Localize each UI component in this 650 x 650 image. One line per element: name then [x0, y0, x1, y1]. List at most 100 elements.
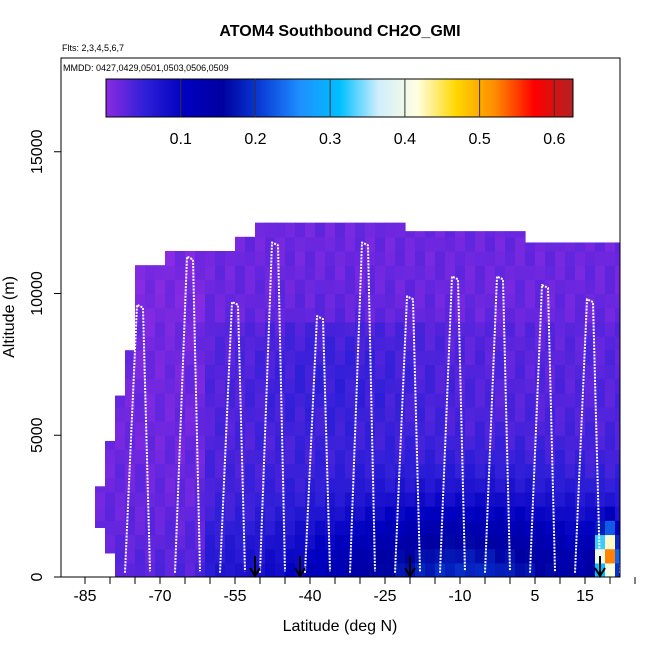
heat-cell [595, 321, 606, 337]
heat-cell [125, 392, 136, 408]
heat-cell [565, 534, 576, 550]
heat-cell [535, 392, 546, 408]
heat-cell [545, 250, 556, 266]
heat-cell [535, 435, 546, 451]
heat-cell [305, 520, 316, 536]
heat-cell [585, 378, 596, 394]
heat-cell [425, 336, 436, 351]
heat-cell [285, 506, 296, 521]
heat-cell [335, 534, 346, 550]
heat-cell [185, 378, 196, 394]
heat-cell [525, 378, 536, 394]
heat-cell [245, 236, 256, 252]
heat-cell [465, 250, 476, 266]
heat-cell [375, 421, 386, 436]
heat-cell [245, 406, 256, 422]
heat-cell [205, 378, 216, 394]
heat-cell [615, 321, 620, 337]
heat-cell [465, 449, 476, 465]
heat-cell [475, 231, 486, 238]
heat-cell [585, 265, 596, 280]
heat-cell [405, 307, 416, 323]
heat-cell [485, 491, 496, 507]
heat-cell [515, 477, 526, 493]
heat-cell [225, 449, 236, 465]
heat-cell [355, 265, 366, 280]
heat-cell [225, 364, 236, 380]
heat-cell [555, 350, 566, 365]
heat-cell [455, 463, 466, 479]
heat-cell [375, 378, 386, 394]
heat-cell [555, 321, 566, 337]
heat-cell [385, 279, 396, 295]
heat-cell [325, 250, 336, 266]
heat-cell [395, 378, 406, 394]
y-tick-label: 15000 [29, 129, 46, 174]
heat-cell [455, 231, 466, 238]
heat-cell [495, 250, 506, 266]
heat-cell [415, 336, 426, 351]
heat-cell [635, 534, 646, 549]
heat-cell [285, 378, 296, 394]
heat-cell [215, 265, 226, 280]
heat-cell [135, 435, 146, 451]
heat-cell [645, 549, 650, 564]
heat-cell [245, 364, 256, 380]
heat-cell [275, 548, 286, 564]
heat-cell [145, 336, 156, 351]
heat-cell [515, 491, 526, 507]
heat-cell [595, 491, 606, 507]
heat-cell [635, 478, 646, 493]
heat-cell [615, 520, 620, 536]
heat-cell [395, 350, 406, 365]
heat-cell [565, 336, 576, 351]
heat-cell [205, 293, 216, 309]
heat-cell [635, 421, 646, 436]
heat-cell [405, 477, 416, 493]
heat-cell [255, 350, 266, 365]
heat-cell [315, 279, 326, 295]
heat-cell [265, 435, 276, 451]
colorbar: 0.1 0.2 0.3 0.4 0.5 0.6 [105, 78, 574, 148]
heat-cell [505, 293, 516, 309]
heat-cell [245, 477, 256, 493]
heat-cell [555, 463, 566, 479]
heat-cell [475, 265, 486, 280]
heat-cell [335, 506, 346, 521]
heat-cell [375, 491, 386, 507]
heat-cell [355, 562, 366, 577]
heat-cell [555, 307, 566, 323]
heat-cell [515, 336, 526, 351]
heat-cell [285, 293, 296, 309]
heat-cell [515, 534, 526, 550]
heat-cell [465, 562, 476, 577]
heat-cell [465, 548, 476, 564]
heat-cell [475, 350, 486, 365]
heat-cell [555, 279, 566, 295]
heat-cell [555, 520, 566, 536]
heat-cell [345, 406, 356, 422]
heat-cell [525, 364, 536, 380]
heat-cell [425, 534, 436, 550]
heat-cell [565, 449, 576, 465]
heat-cell [595, 534, 606, 550]
heat-cell [645, 265, 650, 280]
heat-cell [535, 336, 546, 351]
heat-cell [425, 406, 436, 422]
heat-cell [465, 534, 476, 550]
heat-cell [485, 231, 496, 238]
heat-cell [385, 265, 396, 280]
heat-cell [515, 364, 526, 380]
heat-cell [125, 364, 136, 380]
heat-cell [295, 293, 306, 309]
heat-cell [525, 336, 536, 351]
heat-cell [105, 534, 116, 550]
heat-cell [325, 321, 336, 337]
heat-cell [375, 406, 386, 422]
heat-cell [525, 534, 536, 550]
heat-cell [485, 435, 496, 451]
heat-cell [365, 491, 376, 507]
heat-cell [445, 534, 456, 550]
heat-cell [305, 222, 316, 238]
heat-cell [535, 534, 546, 550]
